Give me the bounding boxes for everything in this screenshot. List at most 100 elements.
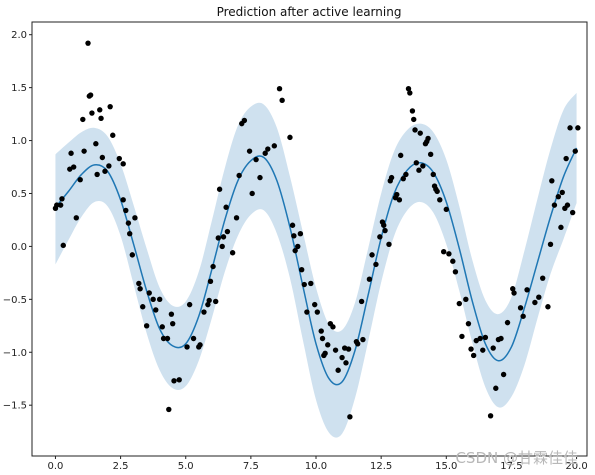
observation-point [322, 350, 328, 357]
observation-point [396, 197, 403, 203]
observation-point [229, 250, 236, 256]
observation-point [97, 107, 103, 113]
observation-point [468, 346, 474, 352]
observation-point [343, 360, 349, 366]
observation-point [265, 146, 271, 152]
observation-point [219, 243, 225, 250]
observation-point [271, 143, 278, 149]
observation-point [153, 307, 159, 313]
observation-point [536, 294, 542, 300]
observation-point [427, 151, 434, 158]
observation-point [297, 231, 304, 237]
observation-point [417, 130, 423, 136]
observation-point [85, 40, 91, 46]
observation-point [287, 134, 293, 141]
mean-prediction-line [54, 147, 578, 386]
observation-point [545, 304, 551, 310]
x-tick-label: 15.0 [435, 461, 457, 472]
observation-point [164, 335, 171, 342]
observation-point [373, 261, 379, 268]
y-tick-label: 0.0 [11, 242, 27, 253]
observation-point [207, 278, 214, 285]
observation-point [437, 197, 443, 203]
observation-point [386, 241, 392, 247]
observation-point [241, 117, 248, 124]
y-tick-label: 0.5 [11, 189, 27, 200]
observation-point [446, 251, 452, 257]
observation-point [220, 234, 227, 240]
observation-point [132, 215, 138, 221]
x-tick-label: 7.5 [243, 461, 259, 472]
observation-point [120, 197, 126, 203]
observation-point [289, 222, 296, 228]
observation-point [205, 301, 211, 308]
observation-point [99, 154, 106, 161]
observation-point [559, 189, 565, 196]
observation-point [213, 298, 219, 305]
observation-point [73, 215, 80, 221]
observation-point [524, 287, 530, 293]
observation-point [150, 296, 156, 303]
observation-point [249, 190, 255, 197]
observation-point [223, 204, 229, 210]
observation-point [110, 132, 116, 138]
observation-point [366, 276, 373, 282]
observation-point [450, 258, 456, 264]
observation-point [102, 168, 108, 174]
y-tick-label: −0.5 [3, 295, 27, 306]
observation-point [120, 161, 126, 167]
observation-point [477, 335, 483, 342]
observation-point [127, 231, 133, 237]
observation-point [504, 319, 511, 326]
observation-point [575, 125, 581, 131]
observation-point [555, 193, 562, 200]
observation-point [210, 263, 216, 270]
observation-point [176, 377, 182, 383]
observation-point [304, 309, 310, 315]
observation-point [398, 152, 404, 159]
axis-ticks: 0.0 2.5 5.0 7.5 10.0 12.5 15.0 17.5 20.0 −1.5 −1.0… [3, 30, 588, 472]
observation-point [201, 309, 207, 315]
observation-point [136, 280, 142, 287]
y-tick-label: −1.0 [3, 348, 27, 359]
x-tick-label: 5.0 [178, 461, 194, 472]
observation-point [98, 115, 104, 122]
observation-point [452, 269, 459, 275]
observation-point [314, 309, 321, 315]
observation-point [68, 150, 74, 156]
observation-point [564, 202, 571, 208]
observation-point [547, 241, 554, 247]
observation-point [94, 171, 100, 178]
observation-point [369, 252, 375, 258]
observation-point [295, 243, 301, 250]
observation-point [416, 167, 422, 173]
observation-point [490, 345, 496, 351]
observation-point [137, 286, 143, 292]
observation-point [257, 174, 263, 181]
observation-point [125, 220, 132, 226]
observation-point [190, 335, 197, 342]
observation-point [482, 334, 489, 341]
observation-point [381, 222, 387, 228]
observation-point [332, 347, 339, 353]
observation-point [253, 156, 259, 163]
observation-point [312, 301, 318, 308]
observation-point [308, 280, 314, 287]
observation-point [558, 224, 564, 231]
observation-point [107, 103, 113, 110]
observation-point [434, 188, 440, 195]
watermark: CSDN @甘霖佳佳 [455, 449, 578, 467]
observation-point [215, 235, 221, 241]
observation-point [517, 305, 524, 311]
observation-point [400, 175, 406, 182]
observation-point [129, 252, 136, 258]
observation-point [156, 296, 163, 303]
observation-point [459, 333, 465, 340]
observation-point [233, 215, 240, 221]
observation-point [500, 371, 507, 378]
x-tick-label: 10.0 [305, 461, 327, 472]
observation-point [567, 125, 573, 131]
observation-point [407, 90, 413, 96]
observation-point [291, 233, 297, 239]
observation-point [470, 352, 477, 359]
